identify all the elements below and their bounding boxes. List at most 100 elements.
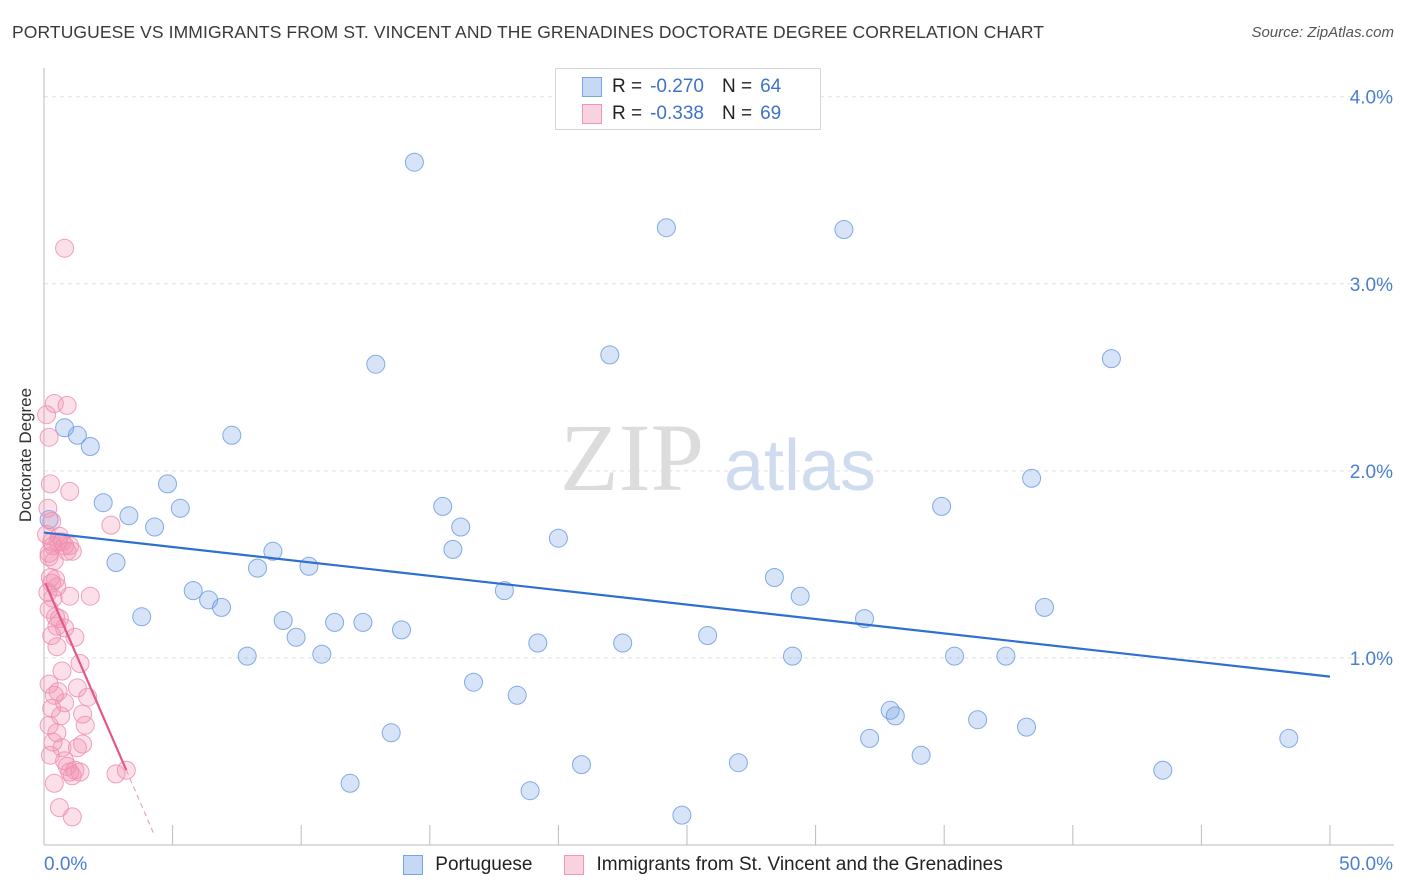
- series-portuguese: [39, 152, 1299, 825]
- point-immigrants: [48, 532, 68, 552]
- axes: [43, 68, 1394, 846]
- point-portuguese: [672, 805, 692, 825]
- tick-labels: 1.0% 2.0% 3.0% 4.0% 0.0% 50.0%: [44, 88, 1393, 875]
- point-immigrants: [52, 661, 72, 681]
- y-tick-label: 1.0%: [1350, 649, 1393, 670]
- point-immigrants: [47, 637, 67, 657]
- legend-item-portuguese[interactable]: Portuguese: [403, 854, 532, 876]
- point-immigrants: [37, 405, 57, 425]
- gridlines: [44, 96, 1394, 659]
- point-portuguese: [834, 220, 854, 239]
- point-portuguese: [790, 586, 810, 606]
- point-portuguese: [119, 506, 139, 526]
- legend-swatch-portuguese: [403, 855, 424, 875]
- point-portuguese: [656, 218, 676, 238]
- series-legend: Portuguese Immigrants from St. Vincent a…: [0, 852, 1406, 878]
- point-portuguese: [783, 646, 802, 666]
- point-portuguese: [286, 627, 306, 647]
- x-tick-label: 50.0%: [1339, 854, 1393, 875]
- point-portuguese: [613, 633, 633, 653]
- point-portuguese: [237, 646, 257, 666]
- y-tick-label: 2.0%: [1350, 462, 1393, 483]
- point-immigrants: [44, 773, 64, 793]
- point-portuguese: [404, 152, 424, 172]
- point-immigrants: [48, 682, 68, 702]
- point-immigrants: [40, 745, 60, 765]
- legend-n-label: N =: [721, 103, 753, 124]
- legend-row-portuguese: R = -0.270 N = 64: [556, 74, 781, 100]
- point-portuguese: [932, 496, 952, 516]
- point-immigrants: [73, 734, 93, 754]
- point-portuguese: [248, 558, 267, 578]
- point-immigrants: [49, 798, 69, 818]
- point-immigrants: [62, 807, 82, 827]
- legend-swatch-portuguese: [582, 77, 602, 97]
- point-portuguese: [273, 611, 293, 630]
- legend-n-value: 64: [760, 76, 782, 97]
- point-portuguese: [170, 498, 190, 518]
- point-immigrants: [70, 762, 90, 782]
- point-portuguese: [1153, 760, 1173, 780]
- trend-line-extension: [125, 769, 156, 836]
- point-portuguese: [1022, 468, 1042, 488]
- point-portuguese: [158, 474, 177, 494]
- point-immigrants: [101, 515, 121, 535]
- chart-title: PORTUGUESE VS IMMIGRANTS FROM ST. VINCEN…: [12, 22, 1045, 42]
- legend-label-portuguese: Portuguese: [435, 854, 533, 875]
- point-portuguese: [106, 553, 126, 572]
- point-portuguese: [520, 781, 540, 801]
- point-portuguese: [860, 728, 880, 748]
- point-portuguese: [600, 345, 620, 365]
- point-immigrants: [60, 481, 80, 501]
- point-portuguese: [880, 700, 900, 720]
- point-portuguese: [299, 556, 319, 576]
- point-portuguese: [764, 568, 784, 587]
- legend-r-value: -0.270: [650, 76, 704, 97]
- point-immigrants: [43, 588, 63, 608]
- y-tick-label: 4.0%: [1350, 88, 1393, 109]
- point-portuguese: [67, 425, 87, 445]
- legend-r-value: -0.338: [650, 103, 704, 124]
- trend-line: [43, 531, 1331, 678]
- trend-line: [44, 582, 128, 771]
- x-tick-label: 0.0%: [44, 854, 87, 875]
- point-portuguese: [1035, 597, 1054, 617]
- point-portuguese: [80, 437, 100, 456]
- correlation-legend: R = -0.270 N = 64 R = -0.338 N = 69: [555, 68, 821, 130]
- point-portuguese: [132, 607, 152, 627]
- point-portuguese: [312, 644, 332, 664]
- point-portuguese: [548, 528, 568, 548]
- legend-r-label: R =: [612, 76, 643, 97]
- point-immigrants: [39, 427, 59, 447]
- point-immigrants: [75, 715, 95, 735]
- legend-n-label: N =: [721, 76, 753, 97]
- point-immigrants: [60, 586, 80, 606]
- point-portuguese: [381, 723, 401, 743]
- legend-r-label: R =: [612, 103, 643, 124]
- point-immigrants: [49, 609, 69, 629]
- point-portuguese: [1017, 717, 1036, 737]
- legend-label-immigrants: Immigrants from St. Vincent and the Gren…: [596, 854, 1003, 875]
- legend-item-immigrants[interactable]: Immigrants from St. Vincent and the Gren…: [564, 854, 1003, 876]
- point-portuguese: [911, 745, 931, 765]
- point-immigrants: [67, 738, 87, 758]
- point-portuguese: [263, 541, 283, 561]
- point-portuguese: [183, 581, 203, 601]
- source-credit: Source: ZipAtlas.com: [1251, 24, 1394, 41]
- watermark: ZIP atlas: [560, 404, 876, 511]
- point-immigrants: [80, 586, 100, 606]
- point-portuguese: [528, 633, 548, 653]
- point-portuguese: [698, 626, 718, 645]
- point-immigrants: [60, 536, 80, 556]
- point-immigrants: [44, 394, 64, 413]
- point-portuguese: [451, 517, 471, 537]
- point-immigrants: [106, 764, 126, 784]
- point-portuguese: [968, 710, 988, 730]
- point-immigrants: [46, 569, 66, 589]
- legend-n-value: 69: [760, 103, 782, 124]
- point-portuguese: [392, 620, 411, 640]
- point-portuguese: [325, 612, 345, 632]
- point-portuguese: [996, 646, 1016, 666]
- watermark-atlas: atlas: [724, 426, 876, 506]
